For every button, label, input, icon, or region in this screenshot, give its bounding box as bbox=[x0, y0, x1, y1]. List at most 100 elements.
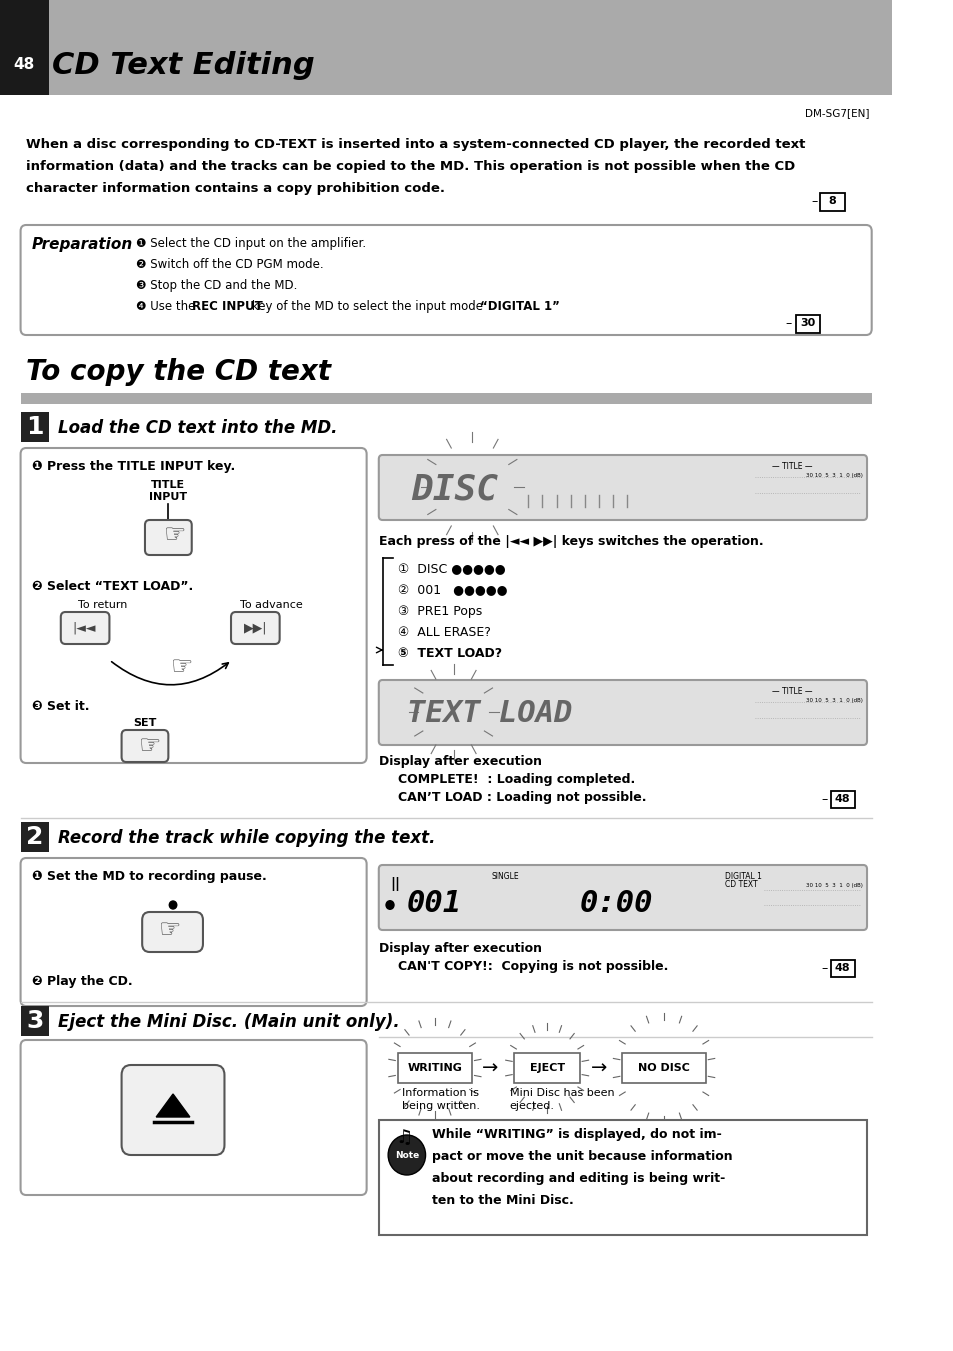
FancyBboxPatch shape bbox=[378, 865, 866, 929]
Text: ①  DISC ●●●●●: ① DISC ●●●●● bbox=[397, 563, 504, 576]
Text: ten to the Mini Disc.: ten to the Mini Disc. bbox=[432, 1194, 574, 1206]
Text: SINGLE: SINGLE bbox=[491, 871, 518, 881]
Text: 2: 2 bbox=[26, 825, 43, 848]
Circle shape bbox=[385, 900, 395, 911]
Text: ③  PRE1 Pops: ③ PRE1 Pops bbox=[397, 605, 481, 617]
Text: –: – bbox=[785, 317, 791, 330]
FancyBboxPatch shape bbox=[378, 680, 866, 744]
Bar bbox=[397, 1052, 472, 1084]
FancyBboxPatch shape bbox=[121, 1065, 224, 1155]
Text: While “WRITING” is displayed, do not im-: While “WRITING” is displayed, do not im- bbox=[432, 1128, 721, 1142]
Text: WRITING: WRITING bbox=[407, 1063, 462, 1073]
Text: Preparation: Preparation bbox=[31, 236, 132, 253]
Text: INPUT: INPUT bbox=[149, 492, 187, 503]
Text: –: – bbox=[821, 793, 826, 807]
Bar bbox=[514, 1052, 579, 1084]
Text: CD TEXT: CD TEXT bbox=[724, 880, 757, 889]
Bar bbox=[0, 0, 49, 95]
Text: ②  001   ●●●●●: ② 001 ●●●●● bbox=[397, 584, 506, 597]
Bar bbox=[830, 790, 854, 808]
Text: 1: 1 bbox=[26, 415, 43, 439]
Text: character information contains a copy prohibition code.: character information contains a copy pr… bbox=[26, 182, 445, 195]
Text: Display after execution: Display after execution bbox=[378, 942, 541, 955]
Polygon shape bbox=[156, 1094, 190, 1117]
Text: 8: 8 bbox=[827, 196, 836, 205]
Bar bbox=[795, 315, 820, 332]
Text: EJECT: EJECT bbox=[529, 1063, 564, 1073]
Text: ☞: ☞ bbox=[171, 655, 193, 680]
Bar bbox=[820, 193, 843, 211]
Text: information (data) and the tracks can be copied to the MD. This operation is not: information (data) and the tracks can be… bbox=[26, 159, 795, 173]
Text: key of the MD to select the input mode: key of the MD to select the input mode bbox=[248, 300, 486, 313]
Text: Load the CD text into the MD.: Load the CD text into the MD. bbox=[58, 419, 337, 436]
Text: — TITLE —: — TITLE — bbox=[771, 688, 812, 696]
Text: To copy the CD text: To copy the CD text bbox=[26, 358, 331, 386]
Text: ❸ Set it.: ❸ Set it. bbox=[31, 700, 90, 713]
Text: ❶ Select the CD input on the amplifier.: ❶ Select the CD input on the amplifier. bbox=[135, 236, 365, 250]
Text: To advance: To advance bbox=[239, 600, 302, 611]
FancyBboxPatch shape bbox=[231, 612, 279, 644]
Text: ☞: ☞ bbox=[138, 734, 161, 758]
Text: When a disc corresponding to CD-TEXT is inserted into a system-connected CD play: When a disc corresponding to CD-TEXT is … bbox=[26, 138, 804, 151]
Text: 48: 48 bbox=[13, 57, 34, 72]
Text: →: → bbox=[481, 1058, 497, 1078]
Text: DISC: DISC bbox=[411, 471, 498, 507]
Text: Eject the Mini Disc. (Main unit only).: Eject the Mini Disc. (Main unit only). bbox=[58, 1013, 399, 1031]
Text: ❶ Press the TITLE INPUT key.: ❶ Press the TITLE INPUT key. bbox=[31, 459, 234, 473]
Text: CAN’T LOAD : Loading not possible.: CAN’T LOAD : Loading not possible. bbox=[397, 790, 645, 804]
Text: 30: 30 bbox=[800, 317, 815, 328]
Text: ⑤  TEXT LOAD?: ⑤ TEXT LOAD? bbox=[397, 647, 501, 661]
Text: –: – bbox=[810, 195, 817, 208]
Text: TEXT LOAD: TEXT LOAD bbox=[406, 700, 572, 728]
Bar bbox=[21, 1006, 49, 1036]
Text: |◄◄: |◄◄ bbox=[72, 621, 96, 635]
FancyBboxPatch shape bbox=[61, 612, 110, 644]
Text: REC INPUT: REC INPUT bbox=[192, 300, 262, 313]
Text: ❷ Switch off the CD PGM mode.: ❷ Switch off the CD PGM mode. bbox=[135, 258, 323, 272]
Text: ❸ Stop the CD and the MD.: ❸ Stop the CD and the MD. bbox=[135, 280, 296, 292]
Text: 30 10  5  3  1  0 (dB): 30 10 5 3 1 0 (dB) bbox=[805, 473, 862, 478]
Text: ❹ Use the: ❹ Use the bbox=[135, 300, 198, 313]
Text: →: → bbox=[591, 1058, 607, 1078]
FancyBboxPatch shape bbox=[145, 520, 192, 555]
Text: Each press of the |◄◄ ▶▶| keys switches the operation.: Each press of the |◄◄ ▶▶| keys switches … bbox=[378, 535, 762, 549]
Text: CD Text Editing: CD Text Editing bbox=[52, 51, 314, 80]
Text: 3: 3 bbox=[26, 1009, 43, 1034]
Text: ☞: ☞ bbox=[164, 523, 186, 547]
Text: ||: || bbox=[390, 877, 399, 892]
Text: ▶▶|: ▶▶| bbox=[243, 621, 267, 635]
Text: NO DISC: NO DISC bbox=[638, 1063, 689, 1073]
Text: .: . bbox=[536, 300, 539, 313]
Text: “DIGITAL 1”: “DIGITAL 1” bbox=[479, 300, 559, 313]
Text: TITLE: TITLE bbox=[152, 480, 185, 490]
Text: SET: SET bbox=[133, 717, 156, 728]
Bar bbox=[21, 393, 871, 404]
Text: To return: To return bbox=[78, 600, 128, 611]
Text: ejected.: ejected. bbox=[509, 1101, 554, 1111]
Text: |◄◄: |◄◄ bbox=[71, 612, 97, 627]
Text: ④  ALL ERASE?: ④ ALL ERASE? bbox=[397, 626, 490, 639]
Bar bbox=[830, 961, 854, 977]
Bar bbox=[21, 821, 49, 852]
Bar bbox=[378, 1120, 866, 1235]
Circle shape bbox=[169, 901, 176, 909]
Bar bbox=[0, 0, 891, 95]
FancyBboxPatch shape bbox=[121, 730, 168, 762]
Text: Mini Disc has been: Mini Disc has been bbox=[509, 1088, 614, 1098]
Text: Note: Note bbox=[395, 1151, 418, 1159]
Text: –: – bbox=[821, 962, 826, 975]
Bar bbox=[21, 412, 49, 442]
Text: ❷ Play the CD.: ❷ Play the CD. bbox=[31, 975, 132, 988]
Text: ▶▶|: ▶▶| bbox=[239, 612, 265, 627]
Bar bbox=[621, 1052, 705, 1084]
Text: COMPLETE!  : Loading completed.: COMPLETE! : Loading completed. bbox=[397, 773, 634, 786]
Text: 48: 48 bbox=[834, 794, 850, 804]
Text: about recording and editing is being writ-: about recording and editing is being wri… bbox=[432, 1173, 724, 1185]
FancyBboxPatch shape bbox=[21, 858, 366, 1006]
Text: 0:00: 0:00 bbox=[579, 889, 653, 917]
FancyBboxPatch shape bbox=[21, 226, 871, 335]
Text: pact or move the unit because information: pact or move the unit because informatio… bbox=[432, 1150, 732, 1163]
FancyBboxPatch shape bbox=[21, 449, 366, 763]
Text: ♫: ♫ bbox=[395, 1128, 413, 1147]
Text: 48: 48 bbox=[834, 963, 850, 973]
